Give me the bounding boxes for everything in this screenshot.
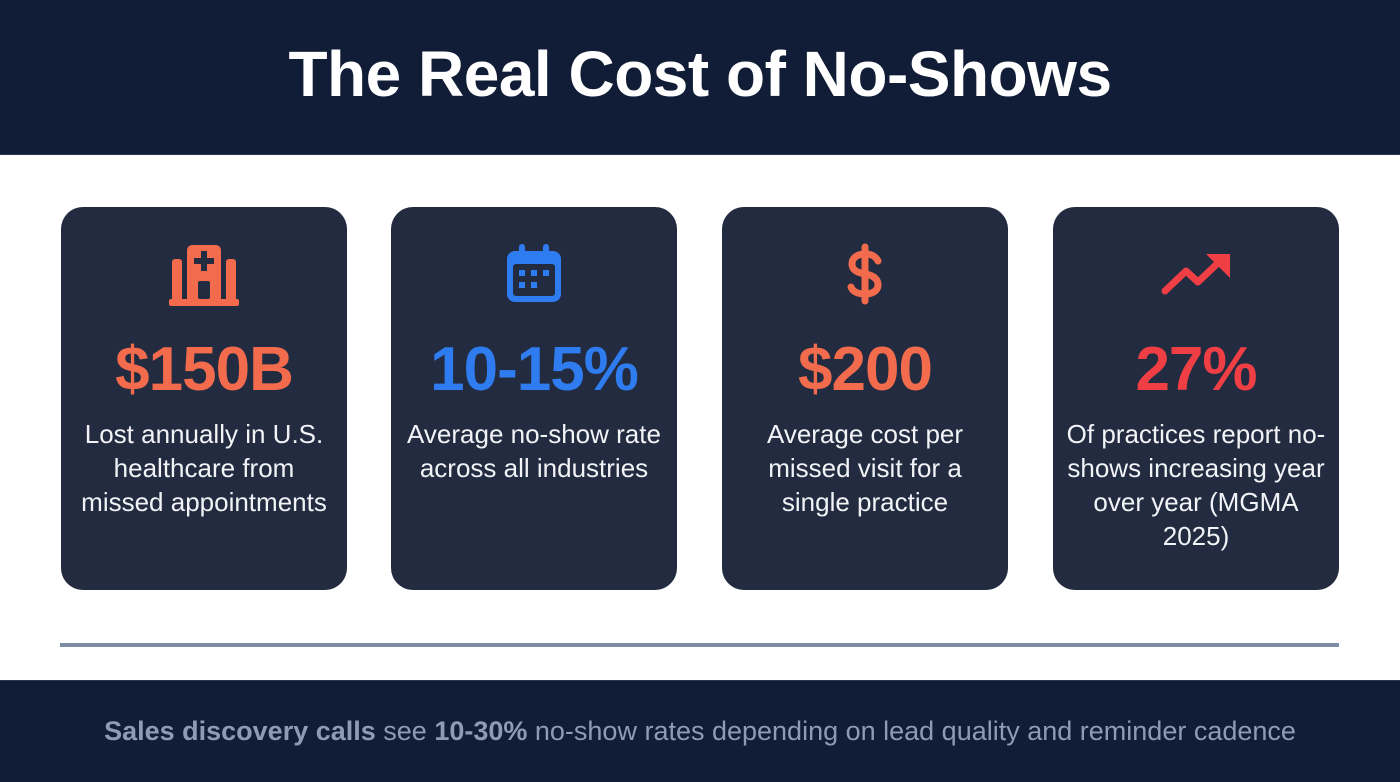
page-title: The Real Cost of No-Shows — [288, 38, 1112, 110]
stat-card-no-show-rate: 10-15% Average no-show rate across all i… — [391, 207, 677, 590]
dollar-icon — [722, 242, 1008, 306]
footer-text: see — [375, 716, 435, 746]
trending-up-icon — [1053, 242, 1339, 306]
stat-card-increasing-no-shows: 27% Of practices report no-shows increas… — [1053, 207, 1339, 590]
header-banner: The Real Cost of No-Shows — [0, 0, 1400, 155]
stat-value: 10-15% — [430, 335, 639, 404]
footer-highlight-sales: Sales discovery calls — [104, 716, 376, 746]
hospital-icon — [61, 242, 347, 306]
stat-description: Average cost per missed visit for a sing… — [766, 419, 964, 517]
stat-value: 27% — [1135, 335, 1257, 404]
stat-description: Average no-show rate across all industri… — [407, 419, 661, 483]
footer-note: Sales discovery calls see 10-30% no-show… — [104, 716, 1296, 747]
footer-banner: Sales discovery calls see 10-30% no-show… — [0, 680, 1400, 782]
footer-text: no-show rates depending on lead quality … — [527, 716, 1296, 746]
stat-value: $200 — [798, 335, 933, 404]
footer-highlight-rate: 10-30% — [434, 716, 528, 746]
section-divider — [60, 643, 1339, 647]
stat-description: Of practices report no-shows increasing … — [1066, 419, 1326, 551]
stat-card-lost-annually: $150B Lost annually in U.S. healthcare f… — [61, 207, 347, 590]
stat-description: Lost annually in U.S. healthcare from mi… — [81, 419, 327, 517]
stat-value: $150B — [115, 335, 294, 404]
stat-card-cost-per-visit: $200 Average cost per missed visit for a… — [722, 207, 1008, 590]
calendar-icon — [391, 242, 677, 306]
